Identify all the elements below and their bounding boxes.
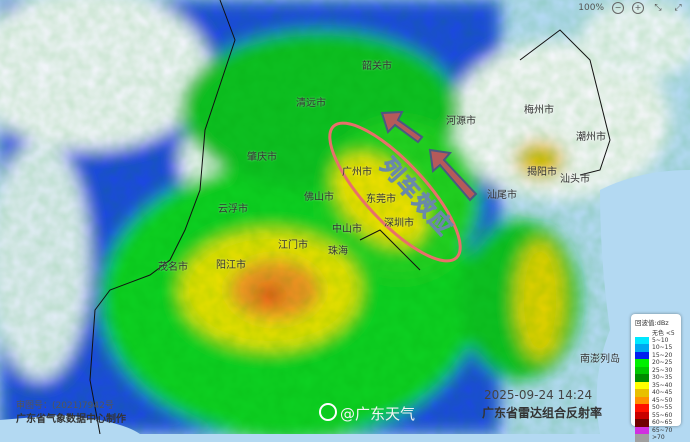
train-effect-ellipse bbox=[328, 121, 462, 263]
legend-label: 无色 <5 bbox=[652, 330, 675, 338]
timestamp: 2025-09-24 14:24 bbox=[484, 388, 593, 402]
legend-label: 20~25 bbox=[652, 359, 673, 367]
legend-label: 55~60 bbox=[652, 411, 673, 419]
legend-item: 65~70 bbox=[635, 426, 677, 434]
city-label: 南澎列岛 bbox=[580, 354, 620, 365]
legend-swatch bbox=[635, 426, 649, 434]
legend-item: 55~60 bbox=[635, 411, 677, 419]
city-label: 佛山市 bbox=[304, 192, 334, 203]
legend-swatch bbox=[635, 419, 649, 427]
legend-item: 5~10 bbox=[635, 336, 677, 344]
city-label: 广州市 bbox=[342, 167, 372, 178]
legend-label: 5~10 bbox=[652, 336, 669, 344]
legend-item: 60~65 bbox=[635, 419, 677, 427]
city-label: 梅州市 bbox=[524, 105, 554, 116]
city-label: 江门市 bbox=[278, 240, 308, 251]
city-label: 深圳市 bbox=[384, 218, 414, 229]
legend-swatch bbox=[635, 366, 649, 374]
zoom-in-icon[interactable]: + bbox=[632, 2, 644, 14]
legend-swatch bbox=[635, 411, 649, 419]
legend-swatch bbox=[635, 381, 649, 389]
legend: 回波值:dBz 无色 <5 5~10 10~15 15~20 20~25 25~30 30~… bbox=[631, 314, 681, 442]
city-label: 阳江市 bbox=[216, 260, 246, 271]
legend-label: 15~20 bbox=[652, 351, 673, 359]
legend-swatch bbox=[635, 329, 649, 337]
city-label: 云浮市 bbox=[218, 204, 248, 215]
city-label: 珠海 bbox=[328, 246, 348, 257]
legend-item: 10~15 bbox=[635, 344, 677, 352]
zoom-level: 100% bbox=[578, 3, 604, 13]
legend-item: >70 bbox=[635, 434, 677, 442]
product-title: 广东省雷达组合反射率 bbox=[482, 406, 603, 420]
producer-label: 广东省气象数据中心制作 bbox=[16, 414, 126, 425]
legend-swatch bbox=[635, 359, 649, 367]
legend-item: 无色 <5 bbox=[635, 329, 677, 337]
zoom-out-icon[interactable]: − bbox=[612, 2, 624, 14]
legend-swatch bbox=[635, 404, 649, 412]
legend-swatch bbox=[635, 434, 649, 442]
legend-swatch bbox=[635, 374, 649, 382]
legend-swatch bbox=[635, 336, 649, 344]
city-label: 汕头市 bbox=[560, 174, 590, 185]
legend-item: 45~50 bbox=[635, 396, 677, 404]
city-label: 揭阳市 bbox=[527, 167, 557, 178]
city-label: 韶关市 bbox=[362, 61, 392, 72]
city-label: 肇庆市 bbox=[247, 152, 277, 163]
legend-swatch bbox=[635, 396, 649, 404]
legend-label: 10~15 bbox=[652, 344, 673, 352]
approval-number: 审图号：(2021)7942号 bbox=[16, 401, 114, 411]
map-toolbar: 100% − + ⤡ ⤢ bbox=[578, 2, 684, 14]
legend-item: 35~40 bbox=[635, 381, 677, 389]
legend-item: 20~25 bbox=[635, 359, 677, 367]
city-label: 茂名市 bbox=[158, 262, 188, 273]
watermark: @广东天气 bbox=[340, 405, 416, 423]
legend-label: 45~50 bbox=[652, 396, 673, 404]
arrow-icon bbox=[380, 110, 478, 202]
legend-label: 65~70 bbox=[652, 426, 673, 434]
city-label: 河源市 bbox=[446, 116, 476, 127]
legend-item: 30~35 bbox=[635, 374, 677, 382]
city-label: 中山市 bbox=[332, 224, 362, 235]
legend-item: 40~45 bbox=[635, 389, 677, 397]
legend-label: 25~30 bbox=[652, 366, 673, 374]
city-label: 潮州市 bbox=[576, 132, 606, 143]
city-label: 东莞市 bbox=[366, 194, 396, 205]
legend-label: 50~55 bbox=[652, 404, 673, 412]
legend-swatch bbox=[635, 351, 649, 359]
expand-icon[interactable]: ⤢ bbox=[674, 3, 682, 13]
legend-label: 35~40 bbox=[652, 381, 673, 389]
legend-label: >70 bbox=[652, 434, 665, 442]
legend-label: 30~35 bbox=[652, 374, 673, 382]
legend-label: 60~65 bbox=[652, 419, 673, 427]
legend-swatch bbox=[635, 389, 649, 397]
shrink-icon[interactable]: ⤡ bbox=[654, 3, 662, 13]
city-label: 汕尾市 bbox=[487, 190, 517, 201]
legend-label: 40~45 bbox=[652, 389, 673, 397]
legend-item: 50~55 bbox=[635, 404, 677, 412]
legend-item: 15~20 bbox=[635, 351, 677, 359]
legend-swatch bbox=[635, 344, 649, 352]
legend-title: 回波值:dBz bbox=[635, 319, 669, 327]
city-label: 清远市 bbox=[296, 98, 326, 109]
legend-item: 25~30 bbox=[635, 366, 677, 374]
weibo-icon bbox=[319, 403, 337, 421]
